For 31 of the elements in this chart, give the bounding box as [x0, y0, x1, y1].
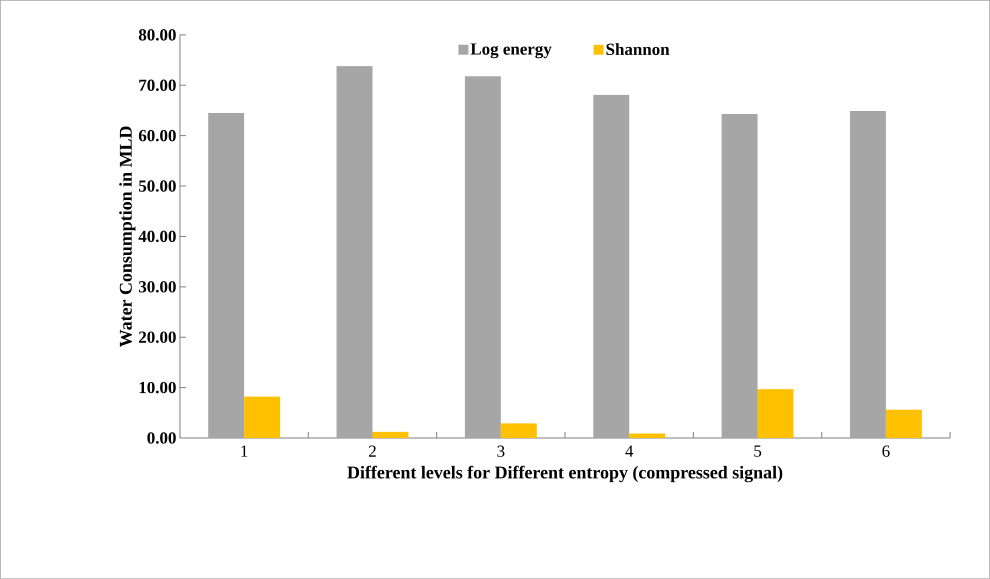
y-tick-label: 20.00 — [139, 332, 176, 343]
y-tick-label: 0.00 — [147, 432, 176, 444]
y-tick-label: 10.00 — [140, 382, 176, 394]
bar — [372, 432, 408, 438]
bar — [850, 111, 886, 438]
x-tick-label: 2 — [368, 446, 376, 457]
x-tick-label: 4 — [625, 446, 634, 457]
y-axis-title: Water Consumption in MLD — [119, 126, 136, 348]
y-tick-label: 80.00 — [138, 29, 176, 41]
bar — [500, 423, 537, 438]
x-axis-title: Different levels for Different entropy (compressed signal) — [347, 466, 782, 482]
bar — [464, 76, 501, 438]
bar — [244, 396, 280, 438]
x-tick-label: 5 — [754, 446, 762, 457]
y-tick-label: 30.00 — [138, 281, 176, 293]
bar — [886, 410, 922, 438]
x-tick-label: 1 — [241, 446, 248, 457]
bar — [758, 389, 794, 438]
y-tick-label: 60.00 — [138, 130, 176, 142]
y-tick-label: 70.00 — [139, 80, 176, 92]
legend-label: Log energy — [470, 43, 552, 58]
x-tick-label: 3 — [497, 446, 504, 457]
y-tick-label: 50.00 — [138, 180, 176, 192]
legend-label: Shannon — [606, 43, 670, 56]
bar — [593, 94, 630, 438]
x-tick-label: 6 — [882, 446, 890, 457]
bar — [629, 433, 666, 438]
y-tick-label: 40.00 — [138, 230, 176, 242]
bar — [208, 113, 244, 438]
bar — [722, 114, 758, 438]
bar — [336, 66, 372, 438]
